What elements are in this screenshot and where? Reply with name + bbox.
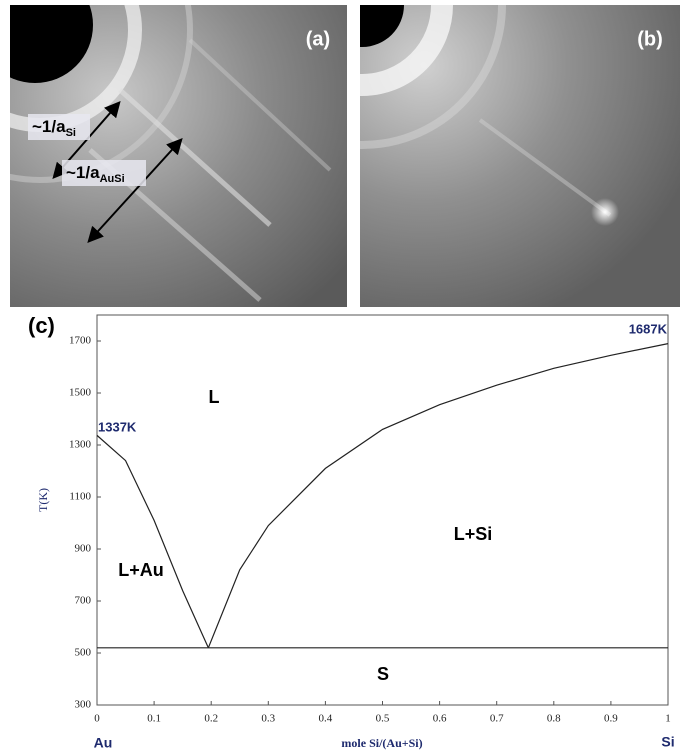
annotation: 1337K	[98, 419, 137, 434]
y-tick-label: 1500	[69, 387, 92, 399]
y-tick-label: 300	[75, 699, 92, 711]
y-tick-label: 900	[75, 543, 92, 555]
x-tick-label: 0.2	[204, 713, 218, 725]
panel-label: (c)	[28, 313, 55, 338]
x-tick-label: 0.7	[490, 713, 504, 725]
x-tick-label: 0.9	[604, 713, 618, 725]
panel-label: (a)	[306, 28, 330, 50]
plot-frame	[96, 314, 669, 706]
annotation: S	[377, 664, 389, 684]
arrows	[28, 100, 183, 243]
x-tick-label: 0.8	[547, 713, 561, 725]
y-tick-label: 500	[75, 647, 92, 659]
y-tick-label: 700	[75, 595, 92, 607]
arrow-label-sub: Si	[66, 127, 76, 139]
x-tick-label: 0.4	[319, 713, 333, 725]
curve	[207, 343, 669, 649]
x-tick-label: 0.6	[433, 713, 447, 725]
diffraction-image-b	[360, 5, 680, 307]
y-tick-label: 1700	[69, 335, 92, 347]
diffraction-image-a	[10, 5, 347, 307]
x-tick-label: 0.5	[376, 713, 390, 725]
x-tick-label: 0.3	[261, 713, 275, 725]
arrow-label-sub: AuSi	[100, 173, 125, 185]
arrow-label: ~1/aAuSi	[66, 163, 125, 184]
arrow-label-text: ~1/a	[66, 163, 100, 182]
y-tick-label: 1100	[69, 491, 91, 503]
annotation: 1687K	[629, 321, 668, 336]
x-end-label: Au	[94, 735, 113, 751]
x-tick-label: 0	[94, 713, 100, 725]
arrow-label-text: ~1/a	[32, 117, 66, 136]
x-axis-label: mole Si/(Au+Si)	[341, 736, 422, 750]
x-end-label: Si	[661, 734, 674, 750]
curve	[96, 434, 209, 649]
annotation: L+Au	[118, 560, 164, 580]
panel-label: (b)	[637, 28, 663, 50]
x-tick-label: 1	[665, 713, 671, 725]
annotation: L+Si	[454, 524, 493, 544]
x-tick-label: 0.1	[147, 713, 161, 725]
y-tick-label: 1300	[69, 439, 92, 451]
annotation: L	[209, 387, 220, 407]
y-axis-label: T(K)	[36, 488, 50, 512]
arrow-label: ~1/aSi	[32, 117, 76, 138]
